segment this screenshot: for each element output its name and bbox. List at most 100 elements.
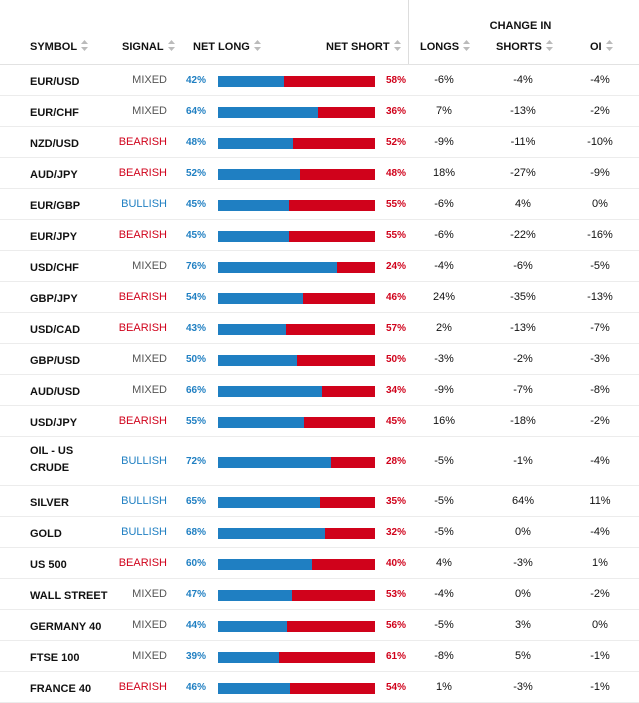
row-net-long: 72% — [186, 456, 207, 467]
row-net-long: 64% — [186, 106, 207, 117]
col-signal-header[interactable]: SIGNAL — [122, 40, 175, 53]
row-symbol[interactable]: EUR/CHF — [30, 107, 79, 119]
table-row[interactable]: GBP/USD MIXED 50% 50% -3% -2% -3% — [0, 344, 639, 375]
sort-icon[interactable] — [81, 40, 89, 51]
col-symbol-header[interactable]: SYMBOL — [30, 40, 89, 53]
table-row[interactable]: AUD/JPY BEARISH 52% 48% 18% -27% -9% — [0, 158, 639, 189]
table-row[interactable]: US 500 BEARISH 60% 40% 4% -3% 1% — [0, 548, 639, 579]
row-change-shorts: 5% — [515, 650, 531, 662]
sort-icon[interactable] — [463, 40, 471, 51]
col-oi-label: OI — [590, 41, 602, 53]
header-divider — [0, 64, 639, 65]
row-symbol[interactable]: GBP/USD — [30, 355, 81, 367]
row-net-short: 61% — [385, 651, 406, 662]
table-row[interactable]: WALL STREET MIXED 47% 53% -4% 0% -2% — [0, 579, 639, 610]
row-net-long: 76% — [186, 261, 207, 272]
col-shorts-header[interactable]: SHORTS — [496, 40, 553, 53]
row-symbol[interactable]: NZD/USD — [30, 138, 79, 150]
row-symbol[interactable]: GBP/JPY — [30, 293, 78, 305]
table-row[interactable]: AUD/USD MIXED 66% 34% -9% -7% -8% — [0, 375, 639, 406]
sort-icon[interactable] — [393, 40, 401, 51]
sort-icon[interactable] — [545, 40, 553, 51]
net-long-fill — [218, 76, 284, 87]
row-change-oi: 1% — [592, 557, 608, 569]
row-symbol[interactable]: SILVER — [30, 497, 69, 509]
row-symbol[interactable]: EUR/GBP — [30, 200, 81, 212]
table-row[interactable]: EUR/JPY BEARISH 45% 55% -6% -22% -16% — [0, 220, 639, 251]
row-symbol[interactable]: AUD/JPY — [30, 169, 78, 181]
row-change-longs: 1% — [436, 681, 452, 693]
table-row[interactable]: FTSE 100 MIXED 39% 61% -8% 5% -1% — [0, 641, 639, 672]
net-long-fill — [218, 559, 312, 570]
table-row[interactable]: GOLD BULLISH 68% 32% -5% 0% -4% — [0, 517, 639, 548]
row-symbol[interactable]: EUR/USD — [30, 76, 80, 88]
sort-icon[interactable] — [167, 40, 175, 51]
col-net-long-header[interactable]: NET LONG — [193, 40, 261, 53]
net-short-fill — [286, 324, 375, 335]
table-row[interactable]: GERMANY 40 MIXED 44% 56% -5% 3% 0% — [0, 610, 639, 641]
col-oi-header[interactable]: OI — [590, 40, 613, 53]
table-row[interactable]: EUR/GBP BULLISH 45% 55% -6% 4% 0% — [0, 189, 639, 220]
row-net-short: 28% — [385, 456, 406, 467]
table-row[interactable]: SILVER BULLISH 65% 35% -5% 64% 11% — [0, 486, 639, 517]
table-row[interactable]: USD/JPY BEARISH 55% 45% 16% -18% -2% — [0, 406, 639, 437]
row-change-shorts: 0% — [515, 526, 531, 538]
sentiment-bar — [218, 652, 375, 663]
row-change-oi: -13% — [587, 291, 613, 303]
row-signal: BEARISH — [118, 322, 167, 334]
row-symbol[interactable]: OIL - US CRUDE — [30, 445, 74, 474]
row-symbol[interactable]: GOLD — [30, 528, 62, 540]
sort-icon[interactable] — [605, 40, 613, 51]
row-symbol[interactable]: USD/CAD — [30, 324, 81, 336]
table-row[interactable]: GBP/JPY BEARISH 54% 46% 24% -35% -13% — [0, 282, 639, 313]
row-net-long: 43% — [186, 323, 207, 334]
row-symbol[interactable]: WALL STREET — [30, 590, 108, 602]
sort-icon[interactable] — [253, 40, 261, 51]
table-row[interactable]: NZD/USD BEARISH 48% 52% -9% -11% -10% — [0, 127, 639, 158]
row-net-short: 55% — [385, 230, 406, 241]
col-net-short-header[interactable]: NET SHORT — [326, 40, 401, 53]
row-net-long: 54% — [186, 292, 207, 303]
row-net-short: 48% — [385, 168, 406, 179]
net-short-fill — [312, 559, 375, 570]
table-row[interactable]: EUR/USD MIXED 42% 58% -6% -4% -4% — [0, 65, 639, 96]
row-net-short: 58% — [385, 75, 406, 86]
sentiment-bar — [218, 107, 375, 118]
row-symbol[interactable]: US 500 — [30, 559, 67, 571]
table-row[interactable]: USD/CHF MIXED 76% 24% -4% -6% -5% — [0, 251, 639, 282]
row-net-short: 45% — [385, 416, 406, 427]
row-symbol[interactable]: AUD/USD — [30, 386, 81, 398]
table-row[interactable]: OIL - US CRUDE BULLISH 72% 28% -5% -1% -4% — [0, 437, 639, 486]
row-change-oi: -7% — [590, 322, 610, 334]
row-signal: BEARISH — [118, 415, 167, 427]
row-signal: MIXED — [132, 260, 167, 272]
row-symbol[interactable]: GERMANY 40 — [30, 621, 102, 633]
table-row[interactable]: FRANCE 40 BEARISH 46% 54% 1% -3% -1% — [0, 672, 639, 703]
row-signal: MIXED — [132, 74, 167, 86]
row-symbol[interactable]: USD/CHF — [30, 262, 79, 274]
table-row[interactable]: EUR/CHF MIXED 64% 36% 7% -13% -2% — [0, 96, 639, 127]
row-net-long: 68% — [186, 527, 207, 538]
row-symbol[interactable]: EUR/JPY — [30, 231, 78, 243]
row-net-short: 50% — [385, 354, 406, 365]
row-change-longs: 4% — [436, 557, 452, 569]
col-longs-label: LONGS — [420, 41, 460, 53]
sentiment-bar — [218, 138, 375, 149]
table-row[interactable]: USD/CAD BEARISH 43% 57% 2% -13% -7% — [0, 313, 639, 344]
row-change-longs: 7% — [436, 105, 452, 117]
change-in-group: CHANGE IN — [408, 0, 632, 64]
row-symbol[interactable]: USD/JPY — [30, 417, 78, 429]
net-short-fill — [287, 621, 375, 632]
row-signal: MIXED — [132, 619, 167, 631]
row-net-short: 56% — [385, 620, 406, 631]
row-net-short: 40% — [385, 558, 406, 569]
net-long-fill — [218, 457, 331, 468]
row-signal: BULLISH — [121, 526, 167, 538]
row-symbol[interactable]: FTSE 100 — [30, 652, 80, 664]
row-change-shorts: -22% — [510, 229, 536, 241]
row-change-oi: -3% — [590, 353, 610, 365]
row-symbol[interactable]: FRANCE 40 — [30, 683, 92, 695]
row-change-oi: -8% — [590, 384, 610, 396]
row-net-short: 46% — [385, 292, 406, 303]
col-longs-header[interactable]: LONGS — [420, 40, 471, 53]
